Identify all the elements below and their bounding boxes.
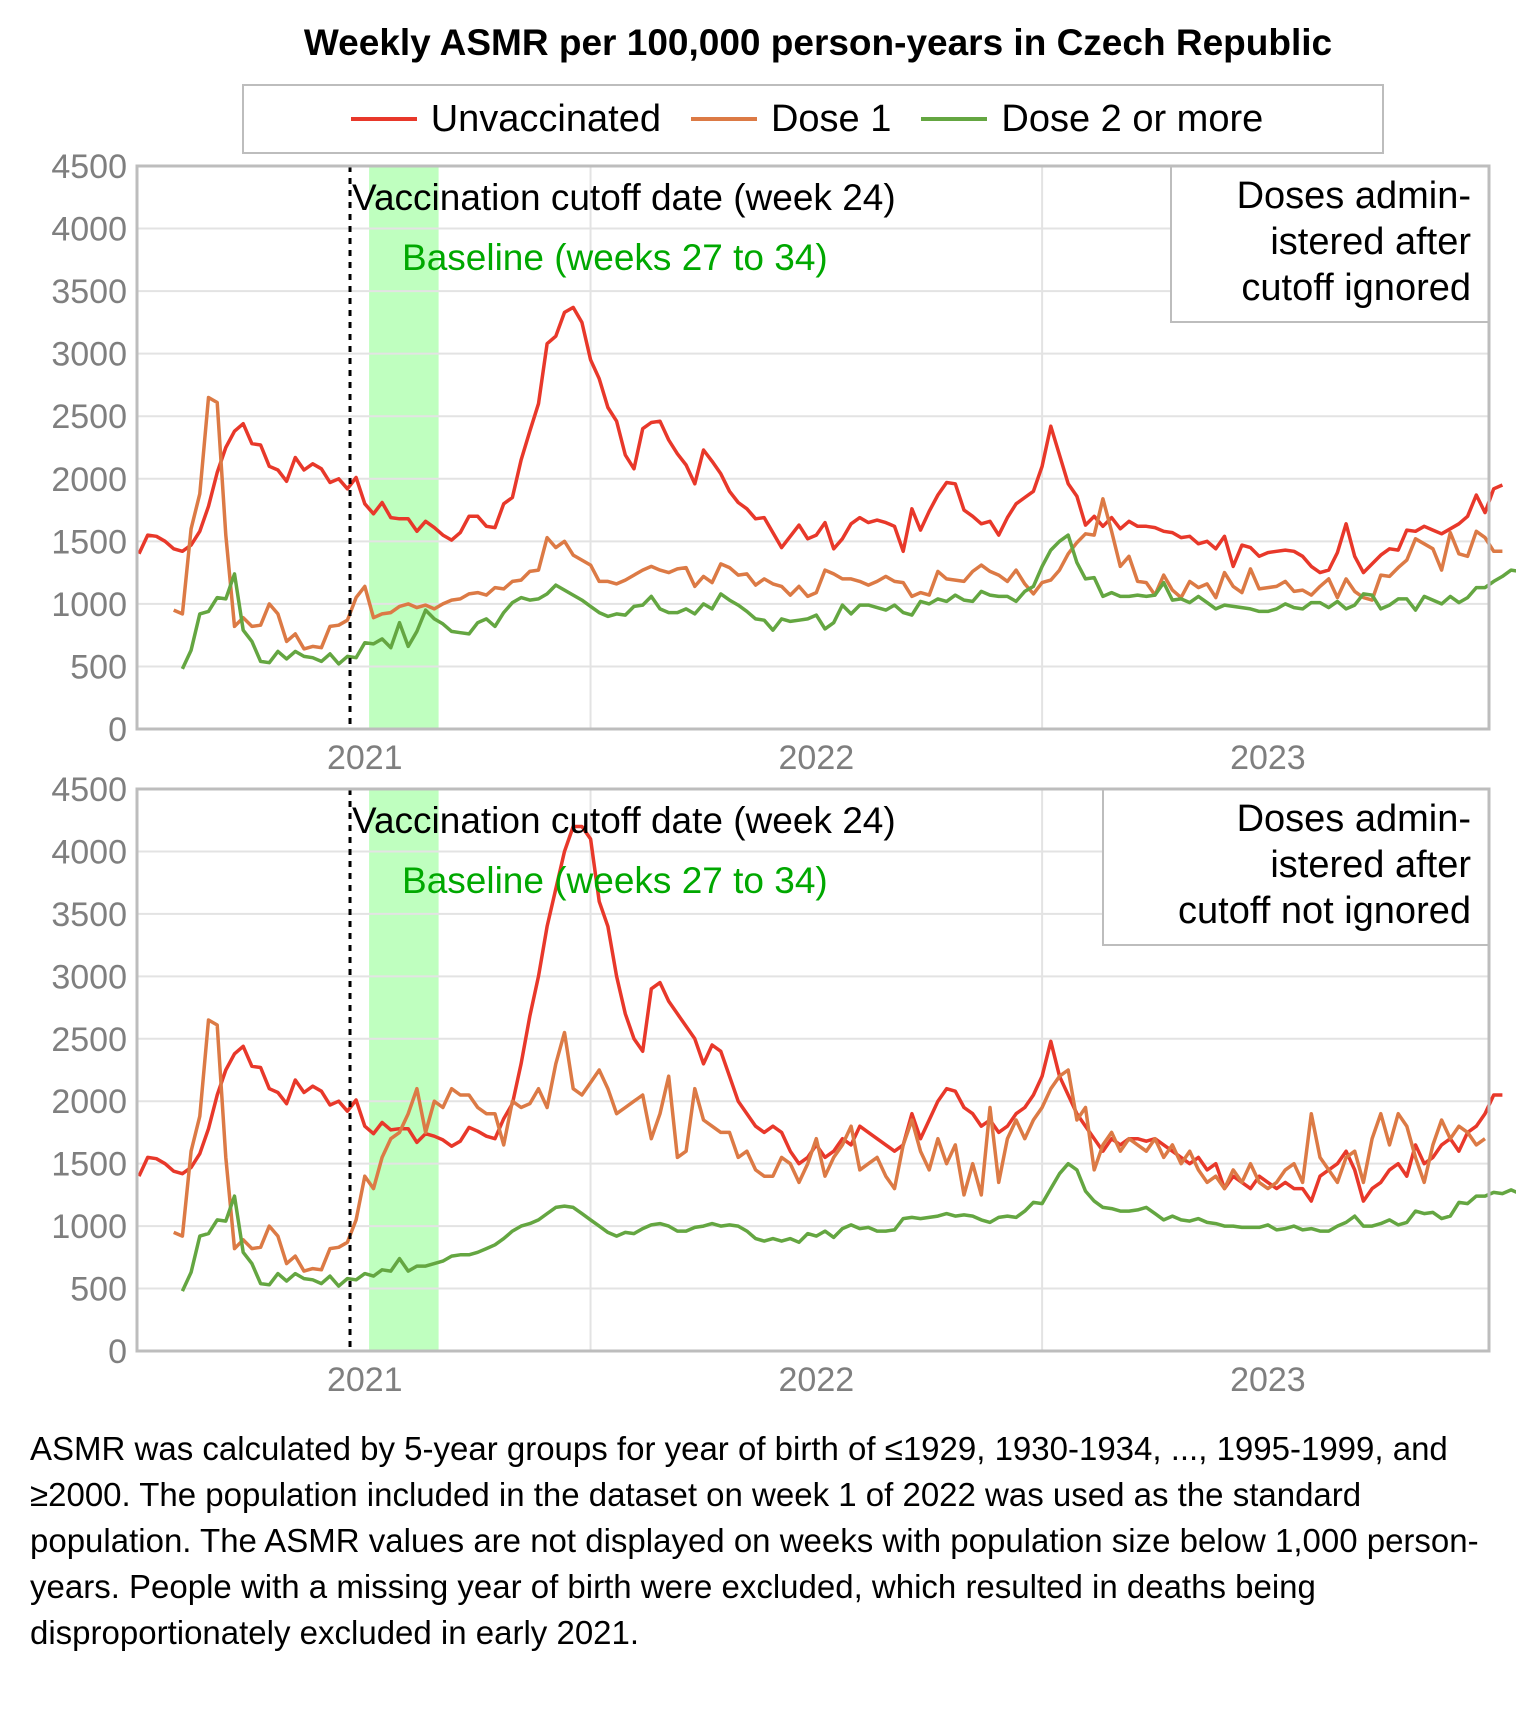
y-tick-label: 3000 xyxy=(51,336,127,374)
panel-top: 0 500 1000 1500 2000 2500 3000 3500 4000 4500 2021… xyxy=(51,148,1516,777)
y-tick-label: 2000 xyxy=(51,1083,127,1121)
x-tick-label: 2021 xyxy=(327,1361,403,1399)
plot-border xyxy=(135,164,1491,731)
legend: Unvaccinated Dose 1 Dose 2 or more xyxy=(242,84,1384,154)
series-line-dose-1 xyxy=(172,395,1503,651)
legend-swatch-unvaccinated xyxy=(350,117,417,121)
x-tick-label: 2023 xyxy=(1230,1361,1306,1399)
legend-item-dose-2: Dose 2 or more xyxy=(921,98,1263,141)
panel-label-line: istered after xyxy=(1270,844,1471,886)
series-line-unvaccinated xyxy=(137,305,1504,575)
legend-label-unvaccinated: Unvaccinated xyxy=(430,97,661,140)
x-tick-label: 2022 xyxy=(779,739,855,777)
y-tick-label: 0 xyxy=(108,1333,127,1371)
legend-swatch-dose-1 xyxy=(690,117,757,121)
plot-border xyxy=(135,787,1491,1353)
panel-label-line: istered after xyxy=(1270,221,1471,263)
baseline-annotation: Baseline (weeks 27 to 34) xyxy=(402,237,828,278)
series-line-dose-2-or-more xyxy=(180,533,1516,670)
y-tick-label: 3000 xyxy=(51,958,127,996)
panel-label-box xyxy=(1102,788,1490,946)
chart-canvas: 0 500 1000 1500 2000 2500 3000 3500 4000 4500 2021… xyxy=(51,148,1516,1399)
y-tick-label: 1500 xyxy=(51,523,127,561)
baseline-band xyxy=(369,789,439,1351)
legend-item-dose-1: Dose 1 xyxy=(690,97,892,141)
legend-item-unvaccinated: Unvaccinated xyxy=(350,97,661,141)
legend-label-dose-1: Dose 1 xyxy=(770,97,892,140)
panel-bottom: 0 500 1000 1500 2000 2500 3000 3500 4000 4500 2021… xyxy=(51,771,1516,1399)
series-line-dose-1 xyxy=(173,1018,1487,1273)
x-tick-label: 2021 xyxy=(327,739,403,777)
legend-swatch-dose-2 xyxy=(921,117,988,121)
y-tick-label: 1000 xyxy=(51,586,127,624)
x-tick-label: 2023 xyxy=(1230,739,1306,777)
baseline-annotation: Baseline (weeks 27 to 34) xyxy=(402,860,828,901)
y-tick-label: 2000 xyxy=(51,461,127,499)
y-tick-label: 4500 xyxy=(51,771,127,809)
y-tick-label: 500 xyxy=(70,648,127,686)
y-tick-label: 4500 xyxy=(51,148,127,186)
panel-label-line: cutoff not ignored xyxy=(1178,890,1471,932)
x-tick-label: 2022 xyxy=(779,1361,855,1399)
chart-title: Weekly ASMR per 100,000 person-years in … xyxy=(303,22,1333,63)
y-tick-label: 4000 xyxy=(51,833,127,871)
y-tick-label: 1500 xyxy=(51,1146,127,1184)
cutoff-annotation: Vaccination cutoff date (week 24) xyxy=(352,800,896,841)
y-tick-label: 0 xyxy=(108,711,127,749)
y-tick-label: 3500 xyxy=(51,273,127,311)
cutoff-annotation: Vaccination cutoff date (week 24) xyxy=(352,177,896,218)
legend-label-dose-2: Dose 2 or more xyxy=(1001,97,1264,140)
y-tick-label: 4000 xyxy=(51,211,127,249)
y-tick-label: 500 xyxy=(70,1271,127,1309)
series-line-dose-2-or-more xyxy=(180,1161,1516,1292)
y-tick-label: 1000 xyxy=(51,1208,127,1246)
panel-label-line: Doses admin- xyxy=(1237,798,1471,840)
y-tick-label: 2500 xyxy=(51,398,127,436)
y-tick-label: 2500 xyxy=(51,1021,127,1059)
panel-label-line: Doses admin- xyxy=(1237,175,1471,217)
y-tick-label: 3500 xyxy=(51,896,127,934)
panel-label-line: cutoff ignored xyxy=(1241,267,1471,309)
footnote: ASMR was calculated by 5-year groups for… xyxy=(30,1430,1479,1651)
